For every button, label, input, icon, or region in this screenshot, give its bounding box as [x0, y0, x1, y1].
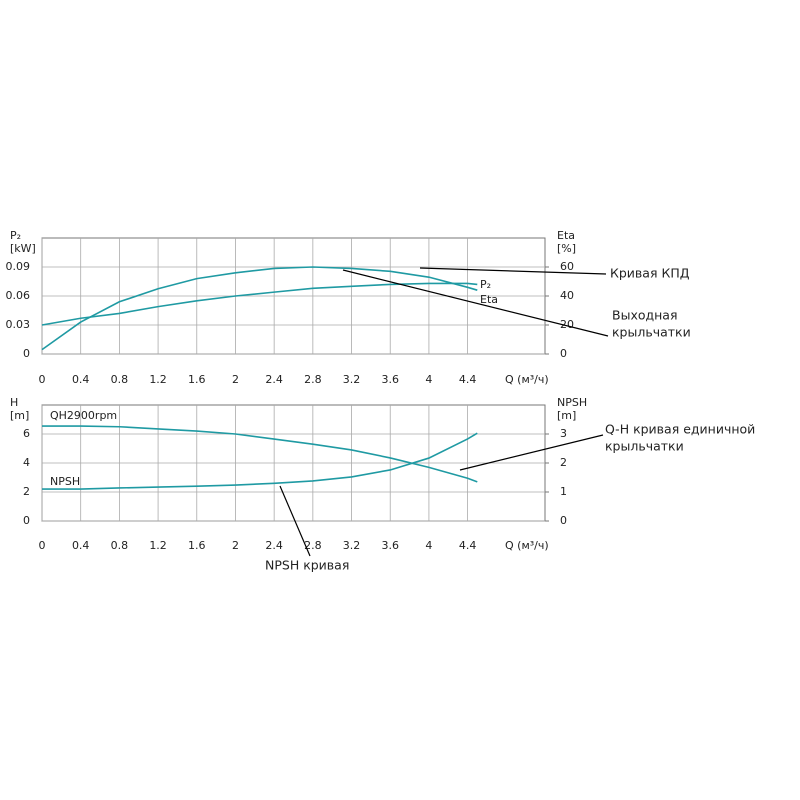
- y2-tick-label: 0: [560, 514, 567, 527]
- annotation-leader: [459, 434, 604, 471]
- y2-tick-label: 1: [560, 485, 567, 498]
- x-tick-label: 2: [232, 373, 239, 386]
- x-tick-label: 3.6: [381, 539, 399, 552]
- annotation: Кривая КПД: [610, 266, 690, 281]
- x-tick-label: 4.4: [459, 539, 477, 552]
- y-axis-label: H: [10, 396, 18, 409]
- series-label: NPSH: [50, 475, 80, 488]
- y2-tick-label: 0: [560, 347, 567, 360]
- y2-tick-label: 3: [560, 427, 567, 440]
- x-tick-label: 2.8: [304, 373, 322, 386]
- x-axis-label: Q (м³/ч): [505, 539, 549, 552]
- x-tick-label: 0: [39, 539, 46, 552]
- series-label: Eta: [480, 293, 498, 306]
- x-axis-label: Q (м³/ч): [505, 373, 549, 386]
- y2-tick-label: 20: [560, 318, 574, 331]
- x-tick-label: 4: [425, 373, 432, 386]
- y2-tick-label: 2: [560, 456, 567, 469]
- y-axis-label: [kW]: [10, 242, 36, 255]
- x-tick-label: 2.8: [304, 539, 322, 552]
- y-tick-label: 0.09: [6, 260, 31, 273]
- y2-axis-label: NPSH: [557, 396, 587, 409]
- x-tick-label: 1.2: [149, 373, 167, 386]
- annotation-leader: [342, 269, 609, 337]
- series-label: QH2900rpm: [50, 409, 117, 422]
- series-line: [42, 425, 478, 483]
- x-tick-label: 3.6: [381, 373, 399, 386]
- annotation: крыльчатки: [605, 439, 684, 454]
- y2-tick-label: 60: [560, 260, 574, 273]
- annotation-leader: [279, 485, 311, 557]
- y-tick-label: 4: [23, 456, 30, 469]
- x-tick-label: 1.6: [188, 373, 206, 386]
- x-tick-label: 2.4: [265, 373, 283, 386]
- x-tick-label: 4.4: [459, 373, 477, 386]
- y-axis-label: P₂: [10, 229, 21, 242]
- y-tick-label: 6: [23, 427, 30, 440]
- series-line: [41, 266, 478, 351]
- x-tick-label: 0: [39, 373, 46, 386]
- y-tick-label: 0.06: [6, 289, 31, 302]
- y-tick-label: 0: [23, 347, 30, 360]
- series-line: [41, 282, 478, 326]
- x-tick-label: 4: [425, 539, 432, 552]
- annotation: NPSH кривая: [265, 558, 349, 573]
- x-tick-label: 0.4: [72, 539, 90, 552]
- series-line: [42, 432, 478, 490]
- annotation: Выходная: [612, 308, 678, 323]
- x-tick-label: 0.4: [72, 373, 90, 386]
- x-tick-label: 0.8: [111, 539, 129, 552]
- x-tick-label: 0.8: [111, 373, 129, 386]
- y-axis-label: [m]: [10, 409, 29, 422]
- annotation: Q-H кривая единичной: [605, 422, 755, 437]
- annotation: крыльчатки: [612, 325, 691, 340]
- y-tick-label: 0: [23, 514, 30, 527]
- x-tick-label: 2: [232, 539, 239, 552]
- y2-tick-label: 40: [560, 289, 574, 302]
- y-tick-label: 2: [23, 485, 30, 498]
- y2-axis-label: [m]: [557, 409, 576, 422]
- y2-axis-label: Eta: [557, 229, 575, 242]
- x-tick-label: 2.4: [265, 539, 283, 552]
- x-tick-label: 3.2: [343, 539, 361, 552]
- x-tick-label: 3.2: [343, 373, 361, 386]
- series-label: P₂: [480, 278, 491, 291]
- y2-axis-label: [%]: [557, 242, 576, 255]
- x-tick-label: 1.6: [188, 539, 206, 552]
- y-tick-label: 0.03: [6, 318, 31, 331]
- annotation-leader: [419, 267, 607, 275]
- x-tick-label: 1.2: [149, 539, 167, 552]
